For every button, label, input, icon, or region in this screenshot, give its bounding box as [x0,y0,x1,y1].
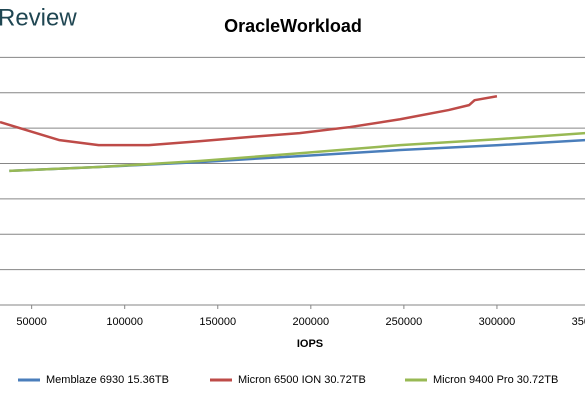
x-tick-label: 100000 [106,316,143,328]
logo-text: Review [0,4,77,31]
legend-label: Micron 9400 Pro 30.72TB [433,374,558,386]
chart-title: OracleWorkload [224,16,362,36]
x-tick-label: 300000 [479,316,516,328]
x-tick-label: 200000 [292,316,329,328]
series-line [9,131,585,173]
x-axis-label: IOPS [297,338,323,350]
x-tick-label: 150000 [199,316,236,328]
x-tick-label: 50000 [16,316,47,328]
legend-label: Micron 6500 ION 30.72TB [238,374,366,386]
x-tick-label: 350000 [572,316,585,328]
x-tick-label: 250000 [386,316,423,328]
legend-label: Memblaze 6930 15.36TB [46,374,169,386]
series-line [0,95,498,147]
